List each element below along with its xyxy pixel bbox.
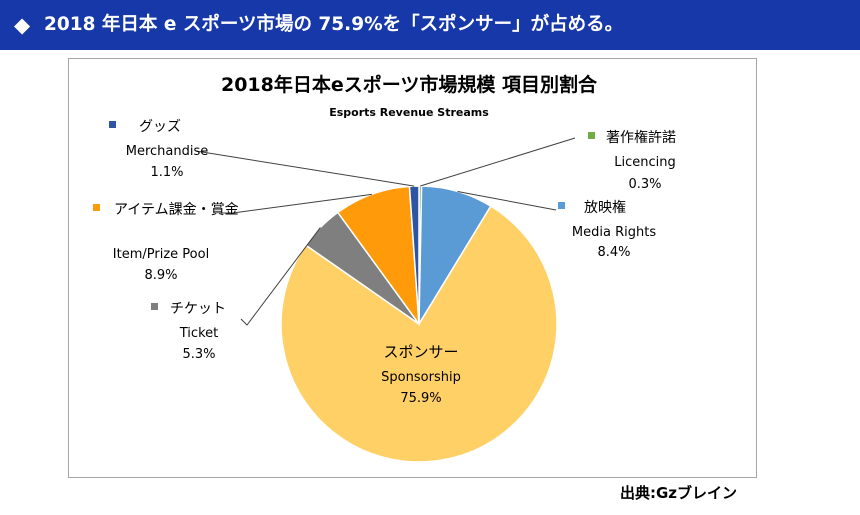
slice-value-media-rights: 8.4% <box>597 245 630 260</box>
leader-line-licencing <box>420 137 576 187</box>
slice-label-ja-sponsorship: スポンサー <box>383 343 458 361</box>
slice-value-licencing: 0.3% <box>628 177 661 192</box>
leader-line-merchandise <box>195 150 415 187</box>
slice-label-ja-item-prize: アイテム課金・賞金 <box>114 202 239 218</box>
chart-subtitle: Esports Revenue Streams <box>329 106 489 119</box>
slice-label-ja-merchandise: グッズ <box>139 119 181 135</box>
slice-label-en-licencing: Licencing <box>614 155 676 170</box>
diamond-icon: ◆ <box>14 13 31 37</box>
legend-marker-media-rights <box>558 202 565 209</box>
slice-label-ja-ticket: チケット <box>170 301 226 317</box>
slice-label-en-item-prize: Item/Prize Pool <box>113 247 209 262</box>
legend-marker-merchandise <box>109 121 116 128</box>
pie-slice-sponsorship <box>280 205 558 463</box>
slice-value-merchandise: 1.1% <box>150 165 183 180</box>
header-banner: ◆ 2018 年日本 e スポーツ市場の 75.9%を「スポンサー」が占める。 <box>0 0 860 50</box>
pie-slices <box>280 185 558 463</box>
slice-label-en-media-rights: Media Rights <box>572 225 656 240</box>
legend-marker-item-prize <box>93 204 100 211</box>
slice-label-en-ticket: Ticket <box>179 326 218 341</box>
slice-value-item-prize: 8.9% <box>144 268 177 283</box>
slice-label-en-merchandise: Merchandise <box>126 144 209 159</box>
legend-marker-licencing <box>588 132 595 139</box>
leader-line-ticket <box>240 227 321 326</box>
pie-chart: 2018年日本eスポーツ市場規模 項目別割合 Esports Revenue S… <box>93 73 676 463</box>
leader-line-item-prize <box>221 193 372 214</box>
legend-marker-ticket <box>151 303 158 310</box>
chart-frame: 2018年日本eスポーツ市場規模 項目別割合 Esports Revenue S… <box>68 58 757 478</box>
slice-value-ticket: 5.3% <box>182 347 215 362</box>
chart-title: 2018年日本eスポーツ市場規模 項目別割合 <box>221 73 598 96</box>
slice-label-en-sponsorship: Sponsorship <box>381 370 461 385</box>
slice-label-ja-licencing: 著作権許諾 <box>606 129 676 146</box>
source-credit: 出典:Gzブレイン <box>620 484 738 502</box>
leader-line-media-rights <box>457 190 557 211</box>
leader-lines <box>195 137 576 326</box>
slice-value-sponsorship: 75.9% <box>400 391 441 406</box>
slice-label-ja-media-rights: 放映権 <box>584 199 626 216</box>
header-title: 2018 年日本 e スポーツ市場の 75.9%を「スポンサー」が占める。 <box>44 14 624 35</box>
